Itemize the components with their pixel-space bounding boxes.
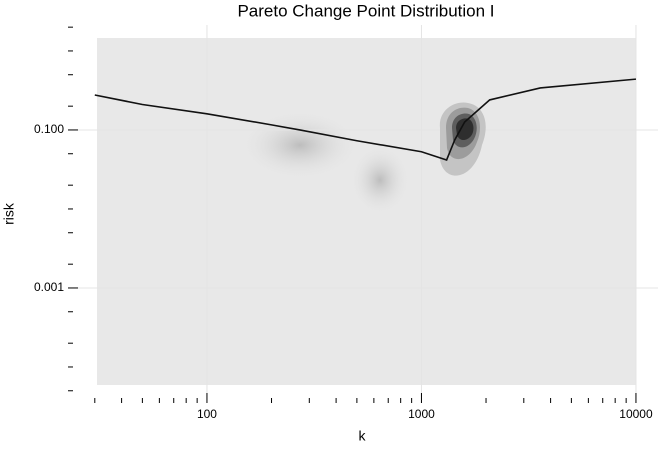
y-tick-label: 0.001	[34, 280, 64, 294]
x-tick-label: 100	[197, 407, 217, 421]
density-raster	[97, 38, 636, 385]
density-blob	[240, 110, 360, 180]
risk-line	[94, 78, 637, 161]
x-tick-label: 10000	[619, 407, 653, 421]
x-axis-label: k	[359, 428, 367, 444]
chart-title: Pareto Change Point Distribution I	[237, 1, 494, 20]
y-axis-label: risk	[1, 202, 17, 225]
y-tick-label: 0.100	[34, 122, 64, 136]
density-blob	[350, 145, 410, 215]
x-tick-label: 1000	[408, 407, 435, 421]
density-contour	[456, 118, 474, 141]
